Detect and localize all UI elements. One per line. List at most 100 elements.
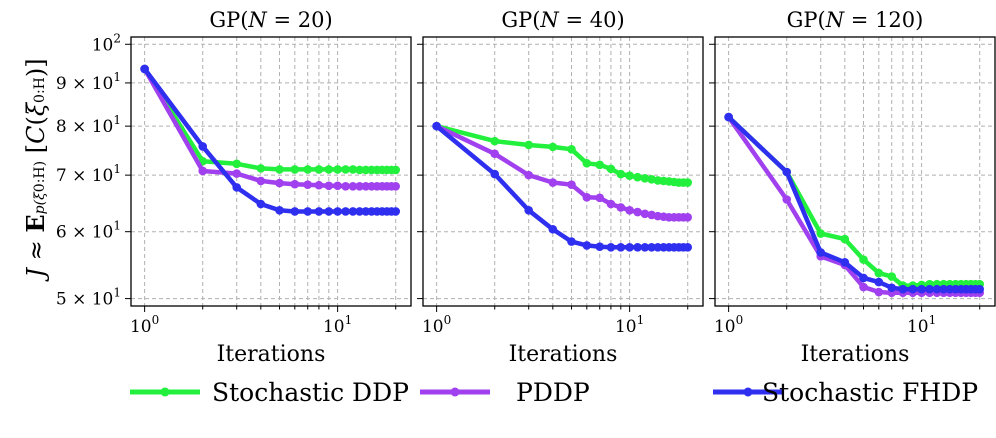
data-point — [887, 272, 897, 281]
y-tick-label: 7 × 101 — [56, 162, 121, 186]
data-point — [606, 199, 616, 209]
data-point — [333, 181, 342, 191]
legend-marker — [450, 387, 460, 397]
data-point — [840, 257, 850, 267]
legend-item-pddp: PDDP — [420, 378, 590, 407]
legend-marker — [160, 387, 170, 397]
legend-label: PDDP — [516, 378, 590, 407]
data-point — [391, 207, 401, 216]
data-point — [198, 142, 208, 151]
legend-item-stochastic-ddp: Stochastic DDP — [130, 378, 409, 407]
data-point — [782, 195, 792, 204]
x-tick-label: 100 — [714, 313, 743, 337]
data-point — [324, 181, 334, 191]
legend-marker — [743, 387, 753, 397]
data-point — [348, 182, 358, 191]
y-tick-label: 5 × 101 — [56, 286, 121, 310]
data-point — [582, 158, 592, 168]
data-point — [874, 268, 884, 278]
data-point — [567, 180, 576, 189]
data-point — [232, 183, 242, 192]
data-point — [859, 255, 868, 264]
data-point — [640, 209, 650, 219]
data-point — [391, 165, 401, 175]
data-point — [198, 166, 208, 176]
y-tick-label: 102 — [92, 31, 121, 55]
data-point — [548, 142, 558, 152]
data-point — [303, 207, 313, 216]
data-point — [616, 169, 626, 179]
legend-item-stochastic-fhdp: Stochastic FHDP — [713, 378, 978, 407]
series-line-pddp — [726, 115, 980, 296]
panel-title: GP(N = 120) — [787, 8, 924, 32]
data-point — [908, 284, 918, 294]
data-point — [859, 282, 868, 292]
series-line-stochastic-ddp — [727, 115, 980, 288]
data-point — [595, 160, 605, 170]
data-point — [932, 284, 942, 294]
data-point — [324, 165, 334, 174]
x-axis-label: Iterations — [801, 342, 910, 367]
data-point — [640, 243, 650, 252]
data-point — [355, 165, 364, 175]
data-point — [256, 199, 266, 209]
data-point — [567, 145, 576, 154]
data-point — [232, 159, 242, 169]
x-axis-label: Iterations — [509, 342, 618, 367]
data-point — [348, 207, 358, 216]
data-point — [355, 182, 364, 191]
data-point — [333, 165, 342, 174]
data-point — [606, 164, 616, 174]
data-point — [348, 165, 358, 174]
data-point — [625, 171, 634, 180]
data-point — [432, 121, 441, 131]
data-point — [303, 180, 313, 189]
series-line-stochastic-fhdp — [727, 115, 980, 292]
data-point — [275, 178, 284, 188]
data-point — [816, 248, 826, 257]
data-point — [683, 178, 693, 187]
data-point — [524, 206, 534, 215]
y-tick-label: 9 × 101 — [56, 70, 121, 94]
data-point — [782, 167, 792, 177]
data-point — [616, 243, 626, 252]
data-point — [724, 112, 733, 122]
data-point — [975, 284, 985, 294]
data-point — [548, 224, 558, 234]
data-point — [341, 165, 350, 174]
data-point — [625, 206, 634, 215]
data-point — [275, 165, 284, 174]
panel-title: GP(N = 40) — [501, 8, 624, 32]
axes-frame — [130, 36, 412, 307]
data-point — [140, 64, 149, 74]
data-point — [314, 165, 324, 174]
data-point — [314, 180, 324, 190]
x-tick-label: 101 — [615, 313, 644, 337]
panel-title: GP(N = 20) — [209, 8, 332, 32]
data-point — [582, 192, 592, 202]
legend: Stochastic DDP PDDP Stochastic FHDP — [130, 378, 978, 407]
data-point — [355, 207, 364, 216]
data-point — [524, 170, 534, 180]
data-point — [633, 207, 642, 217]
data-point — [633, 243, 642, 252]
data-point — [816, 229, 826, 238]
data-point — [616, 203, 626, 212]
data-point — [925, 284, 934, 294]
data-point — [548, 178, 558, 187]
data-point — [303, 165, 313, 174]
data-point — [341, 182, 350, 191]
x-tick-label: 100 — [422, 313, 451, 337]
chart-panel-2: 100 101 GP(N = 40) Iterations — [417, 8, 704, 367]
legend-label: Stochastic DDP — [212, 378, 409, 407]
data-point — [683, 213, 693, 222]
data-point — [275, 206, 284, 215]
data-point — [391, 182, 401, 191]
data-point — [887, 283, 897, 293]
chart-panel-3: 100 101 GP(N = 120) Iterations — [709, 8, 996, 367]
data-point — [333, 207, 342, 216]
data-point — [490, 136, 500, 146]
legend-label: Stochastic FHDP — [762, 378, 978, 407]
data-point — [595, 242, 605, 251]
